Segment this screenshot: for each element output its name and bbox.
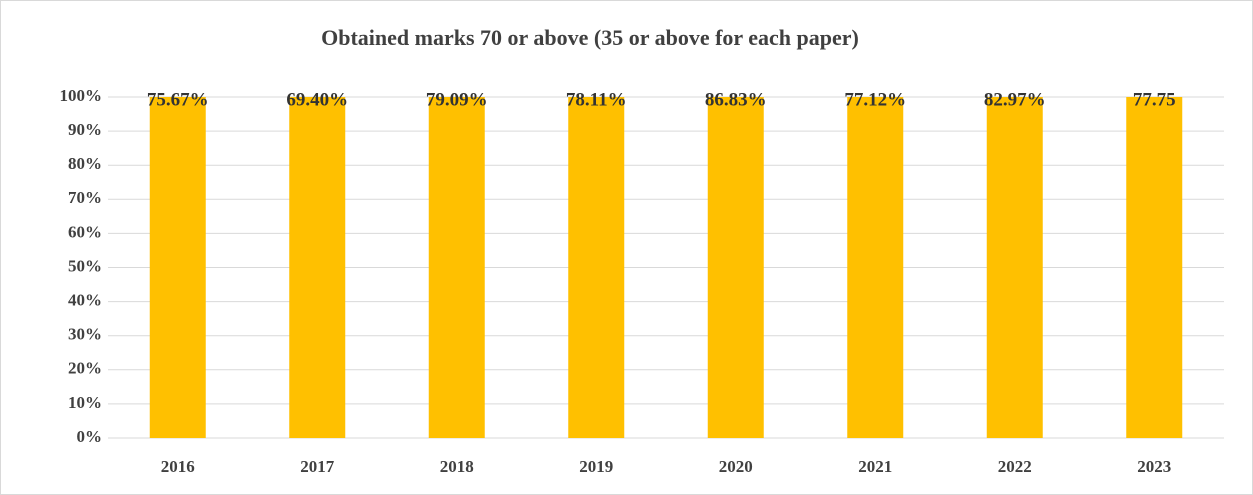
bar bbox=[986, 97, 1043, 438]
bar bbox=[707, 97, 764, 438]
y-tick-label: 90% bbox=[68, 120, 102, 139]
y-tick-label: 100% bbox=[60, 86, 103, 105]
bar bbox=[847, 97, 904, 438]
y-tick-label: 50% bbox=[68, 256, 102, 275]
y-tick-label: 0% bbox=[77, 427, 103, 446]
chart-title: Obtained marks 70 or above (35 or above … bbox=[321, 25, 859, 50]
y-tick-label: 60% bbox=[68, 222, 102, 241]
x-tick-label: 2023 bbox=[1137, 457, 1171, 476]
value-label: 75.67% bbox=[147, 89, 209, 110]
x-tick-label: 2018 bbox=[440, 457, 474, 476]
x-tick-label: 2021 bbox=[858, 457, 892, 476]
bar bbox=[428, 97, 485, 438]
value-label: 77.75 bbox=[1133, 89, 1176, 110]
value-label: 79.09% bbox=[426, 89, 488, 110]
x-tick-label: 2019 bbox=[579, 457, 613, 476]
value-label: 78.11% bbox=[566, 89, 627, 110]
y-tick-label: 80% bbox=[68, 154, 102, 173]
value-label: 77.12% bbox=[844, 89, 906, 110]
bar bbox=[1126, 97, 1183, 438]
y-tick-label: 70% bbox=[68, 188, 102, 207]
value-label: 86.83% bbox=[705, 89, 767, 110]
value-label: 69.40% bbox=[286, 89, 348, 110]
bar bbox=[568, 97, 625, 438]
x-tick-label: 2020 bbox=[719, 457, 753, 476]
x-tick-label: 2017 bbox=[300, 457, 335, 476]
value-label: 82.97% bbox=[984, 89, 1046, 110]
x-tick-label: 2022 bbox=[998, 457, 1032, 476]
x-tick-label: 2016 bbox=[161, 457, 195, 476]
y-tick-label: 40% bbox=[68, 291, 102, 310]
y-tick-label: 10% bbox=[68, 393, 102, 412]
bar bbox=[149, 97, 206, 438]
y-tick-label: 20% bbox=[68, 359, 102, 378]
y-tick-label: 30% bbox=[68, 325, 102, 344]
bar bbox=[289, 97, 346, 438]
